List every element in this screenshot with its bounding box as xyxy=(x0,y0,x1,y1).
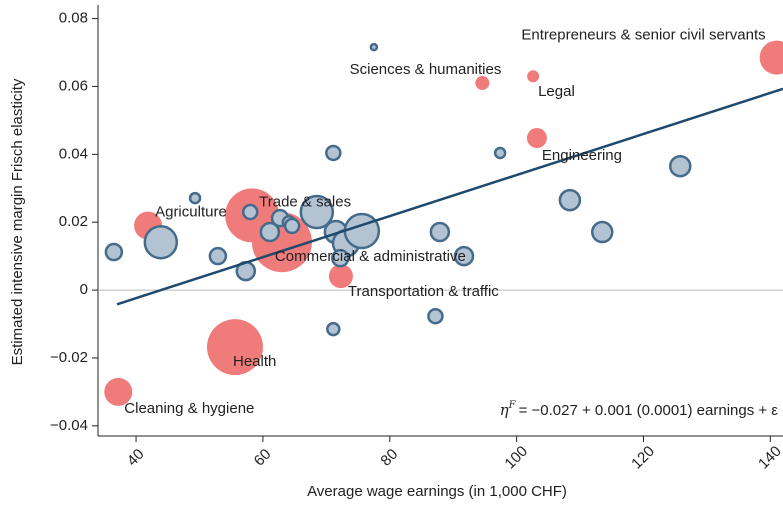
bubble xyxy=(325,144,342,162)
y-tick-label: 0.04 xyxy=(59,145,88,162)
y-tick-label: 0 xyxy=(80,281,88,298)
bubble xyxy=(475,76,490,91)
fit-line xyxy=(116,87,783,306)
bubble xyxy=(241,203,259,221)
bubble xyxy=(207,319,263,376)
bubble xyxy=(590,220,614,244)
equation-lhs: η xyxy=(500,401,509,419)
point-label: Cleaning & hygiene xyxy=(124,400,254,417)
y-tick-label: −0.04 xyxy=(50,417,88,434)
bubble xyxy=(188,191,202,205)
x-tick-label: 120 xyxy=(628,443,658,473)
equation-sup: F xyxy=(508,400,517,411)
bubble xyxy=(558,188,582,212)
y-axis-title: Estimated intensive margin Frisch elasti… xyxy=(9,78,26,365)
bubble xyxy=(208,246,228,266)
bubble xyxy=(328,264,353,289)
bubble xyxy=(143,224,179,260)
bubble xyxy=(427,307,444,325)
bubble xyxy=(343,212,381,250)
y-tick-label: 0.02 xyxy=(59,213,88,230)
bubble xyxy=(331,248,350,268)
x-axis-title: Average wage earnings (in 1,000 CHF) xyxy=(307,483,567,500)
bubble xyxy=(259,221,281,243)
x-tick-label: 140 xyxy=(755,443,783,473)
bubble xyxy=(759,40,783,75)
y-tick-label: −0.02 xyxy=(50,349,88,366)
bubble xyxy=(104,377,133,406)
y-tick-label: 0.08 xyxy=(59,10,88,27)
equation: ηF = −0.027 + 0.001 (0.0001) earnings + ε xyxy=(500,400,779,420)
bubble xyxy=(493,146,507,160)
x-tick-label: 80 xyxy=(377,446,401,470)
point-label: Trade & sales xyxy=(259,193,351,210)
bubble xyxy=(283,217,301,235)
point-label: Health xyxy=(233,353,276,370)
bubble xyxy=(369,42,379,52)
bubble xyxy=(453,245,475,267)
point-label: Engineering xyxy=(542,147,622,164)
x-tick-label: 60 xyxy=(251,446,275,470)
point-label: Entrepreneurs & senior civil servants xyxy=(521,27,765,44)
bubble xyxy=(299,194,335,230)
x-tick-label: 40 xyxy=(124,446,148,470)
bubble xyxy=(526,128,547,149)
point-label: Legal xyxy=(538,83,575,100)
y-tick-label: 0.06 xyxy=(59,77,88,94)
point-label: Sciences & humanities xyxy=(350,61,502,78)
equation-rhs: = −0.027 + 0.001 (0.0001) earnings + ε xyxy=(519,402,779,419)
bubble xyxy=(527,70,540,83)
point-label: Transportation & traffic xyxy=(348,283,499,300)
x-tick-label: 100 xyxy=(501,443,531,473)
point-label: Commercial & administrative xyxy=(275,248,466,265)
bubble xyxy=(326,321,341,337)
point-label: Agriculture xyxy=(155,204,227,221)
bubble xyxy=(104,242,124,262)
bubble xyxy=(429,221,451,243)
bubble xyxy=(669,154,692,178)
